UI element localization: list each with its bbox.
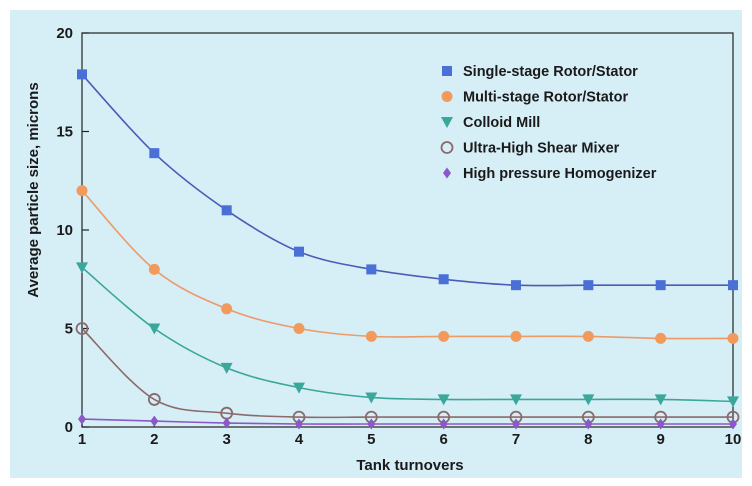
- legend-marker: [443, 167, 451, 179]
- data-point: [76, 262, 88, 274]
- legend-label: Colloid Mill: [463, 115, 540, 131]
- series-line: [81, 266, 734, 403]
- x-tick-label: 10: [725, 431, 742, 448]
- data-point: [148, 323, 161, 335]
- data-point: [655, 280, 666, 291]
- series-0: [77, 69, 738, 291]
- x-tick-label: 4: [295, 431, 304, 448]
- data-point: [77, 69, 87, 80]
- data-point: [511, 280, 521, 291]
- data-point: [367, 418, 376, 430]
- x-tick-label: 6: [439, 431, 447, 448]
- y-tick-label: 0: [65, 419, 73, 436]
- data-point: [438, 274, 449, 285]
- data-point: [439, 418, 448, 430]
- data-point: [729, 418, 737, 430]
- x-tick-label: 2: [150, 431, 158, 448]
- data-point: [366, 264, 377, 275]
- x-tick-label: 7: [512, 431, 520, 448]
- series-line: [81, 327, 733, 419]
- data-point: [294, 246, 304, 257]
- legend-label: Ultra-High Shear Mixer: [463, 141, 620, 157]
- x-tick-label: 3: [222, 431, 230, 448]
- data-point: [727, 332, 739, 344]
- data-point: [148, 263, 160, 275]
- data-point: [582, 330, 594, 342]
- data-point: [222, 417, 231, 429]
- data-point: [437, 394, 450, 406]
- data-point: [221, 303, 233, 315]
- legend-marker: [440, 141, 454, 154]
- x-tick-label: 5: [367, 431, 375, 448]
- data-point: [365, 392, 378, 404]
- data-point: [582, 394, 595, 406]
- data-point: [150, 415, 159, 427]
- y-tick-label: 20: [56, 25, 73, 42]
- x-tick-label: 8: [584, 431, 592, 448]
- series-line: [81, 73, 733, 287]
- data-point: [654, 394, 667, 406]
- x-tick-label: 9: [656, 431, 664, 448]
- legend-marker: [442, 66, 452, 76]
- data-point: [75, 322, 89, 335]
- data-point: [76, 185, 88, 197]
- data-point: [147, 393, 161, 406]
- data-point: [655, 332, 667, 344]
- data-point: [293, 382, 305, 394]
- data-point: [221, 205, 232, 216]
- data-point: [78, 413, 86, 425]
- y-axis-title: Average particle size, microns: [25, 82, 42, 297]
- data-point: [149, 148, 160, 159]
- series-line: [81, 418, 733, 425]
- data-point: [656, 418, 665, 430]
- legend-label: Multi-stage Rotor/Stator: [463, 90, 628, 106]
- data-point: [220, 362, 233, 374]
- x-axis-title: Tank turnovers: [356, 457, 463, 474]
- data-point: [510, 394, 522, 406]
- y-tick-label: 10: [56, 222, 73, 239]
- legend-marker: [441, 91, 453, 102]
- x-tick-label: 1: [78, 431, 86, 448]
- data-point: [583, 280, 594, 291]
- series-1: [76, 185, 739, 344]
- legend-label: High pressure Homogenizer: [463, 166, 657, 182]
- data-point: [365, 330, 377, 342]
- legend-label: Single-stage Rotor/Stator: [463, 64, 638, 80]
- data-point: [728, 280, 738, 291]
- legend-marker: [441, 117, 453, 128]
- data-point: [438, 330, 450, 342]
- y-tick-label: 5: [65, 321, 73, 338]
- series-4: [78, 413, 737, 430]
- data-point: [727, 396, 739, 408]
- data-point: [293, 323, 305, 334]
- data-point: [512, 418, 520, 430]
- data-point: [584, 418, 593, 430]
- chart-background: [10, 10, 742, 478]
- series-line: [81, 190, 734, 340]
- data-point: [295, 418, 303, 430]
- y-tick-label: 15: [56, 124, 73, 141]
- series-2: [76, 262, 739, 408]
- data-point: [510, 330, 522, 342]
